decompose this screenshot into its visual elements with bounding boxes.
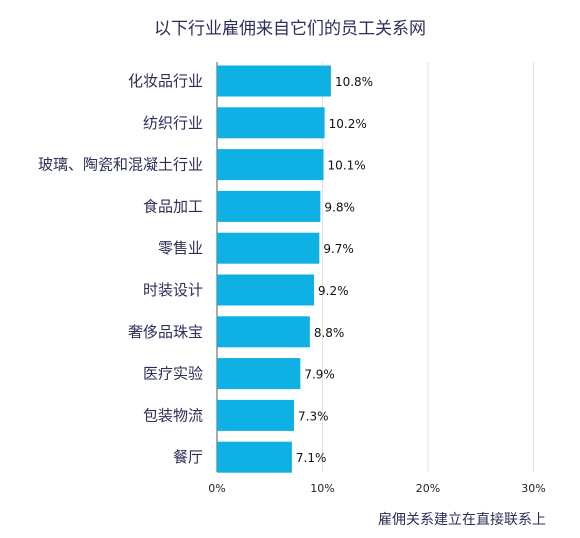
value-label-1: 10.8% (335, 75, 373, 89)
bar-1 (217, 65, 331, 97)
category-label-8: 医疗实验 (143, 365, 203, 383)
category-label-9: 包装物流 (143, 406, 203, 424)
category-label-4: 食品加工 (143, 197, 203, 215)
x-axis-label: 雇佣关系建立在直接联系上 (378, 512, 546, 528)
bar-6 (217, 274, 315, 306)
bar-4 (217, 190, 321, 222)
x-tick-label-3: 30% (521, 482, 545, 495)
x-tick-label-0: 0% (208, 482, 225, 495)
value-label-2: 10.2% (329, 117, 367, 131)
value-label-9: 7.3% (298, 409, 329, 423)
category-label-1: 化妆品行业 (128, 72, 203, 90)
value-label-7: 8.8% (314, 326, 345, 340)
bar-8 (217, 358, 301, 390)
chart-title: 以下行业雇佣来自它们的员工关系网 (154, 19, 426, 39)
value-label-3: 10.1% (328, 159, 366, 173)
bar-10 (217, 441, 292, 473)
x-tick-label-2: 20% (416, 482, 440, 495)
category-label-6: 时装设计 (143, 281, 203, 299)
value-label-4: 9.8% (324, 200, 355, 214)
category-label-2: 纺织行业 (143, 114, 203, 132)
category-label-5: 零售业 (158, 239, 203, 257)
bar-5 (217, 232, 320, 264)
category-label-7: 奢侈品珠宝 (128, 323, 203, 341)
category-label-10: 餐厅 (173, 448, 203, 466)
category-label-3: 玻璃、陶瓷和混凝土行业 (38, 156, 203, 174)
bar-3 (217, 149, 324, 181)
value-label-10: 7.1% (296, 451, 327, 465)
bar-7 (217, 316, 310, 348)
x-tick-label-1: 10% (310, 482, 334, 495)
value-label-6: 9.2% (318, 284, 349, 298)
bar-9 (217, 399, 295, 431)
bar-2 (217, 107, 325, 139)
value-label-8: 7.9% (304, 368, 335, 382)
value-label-5: 9.7% (323, 242, 354, 256)
